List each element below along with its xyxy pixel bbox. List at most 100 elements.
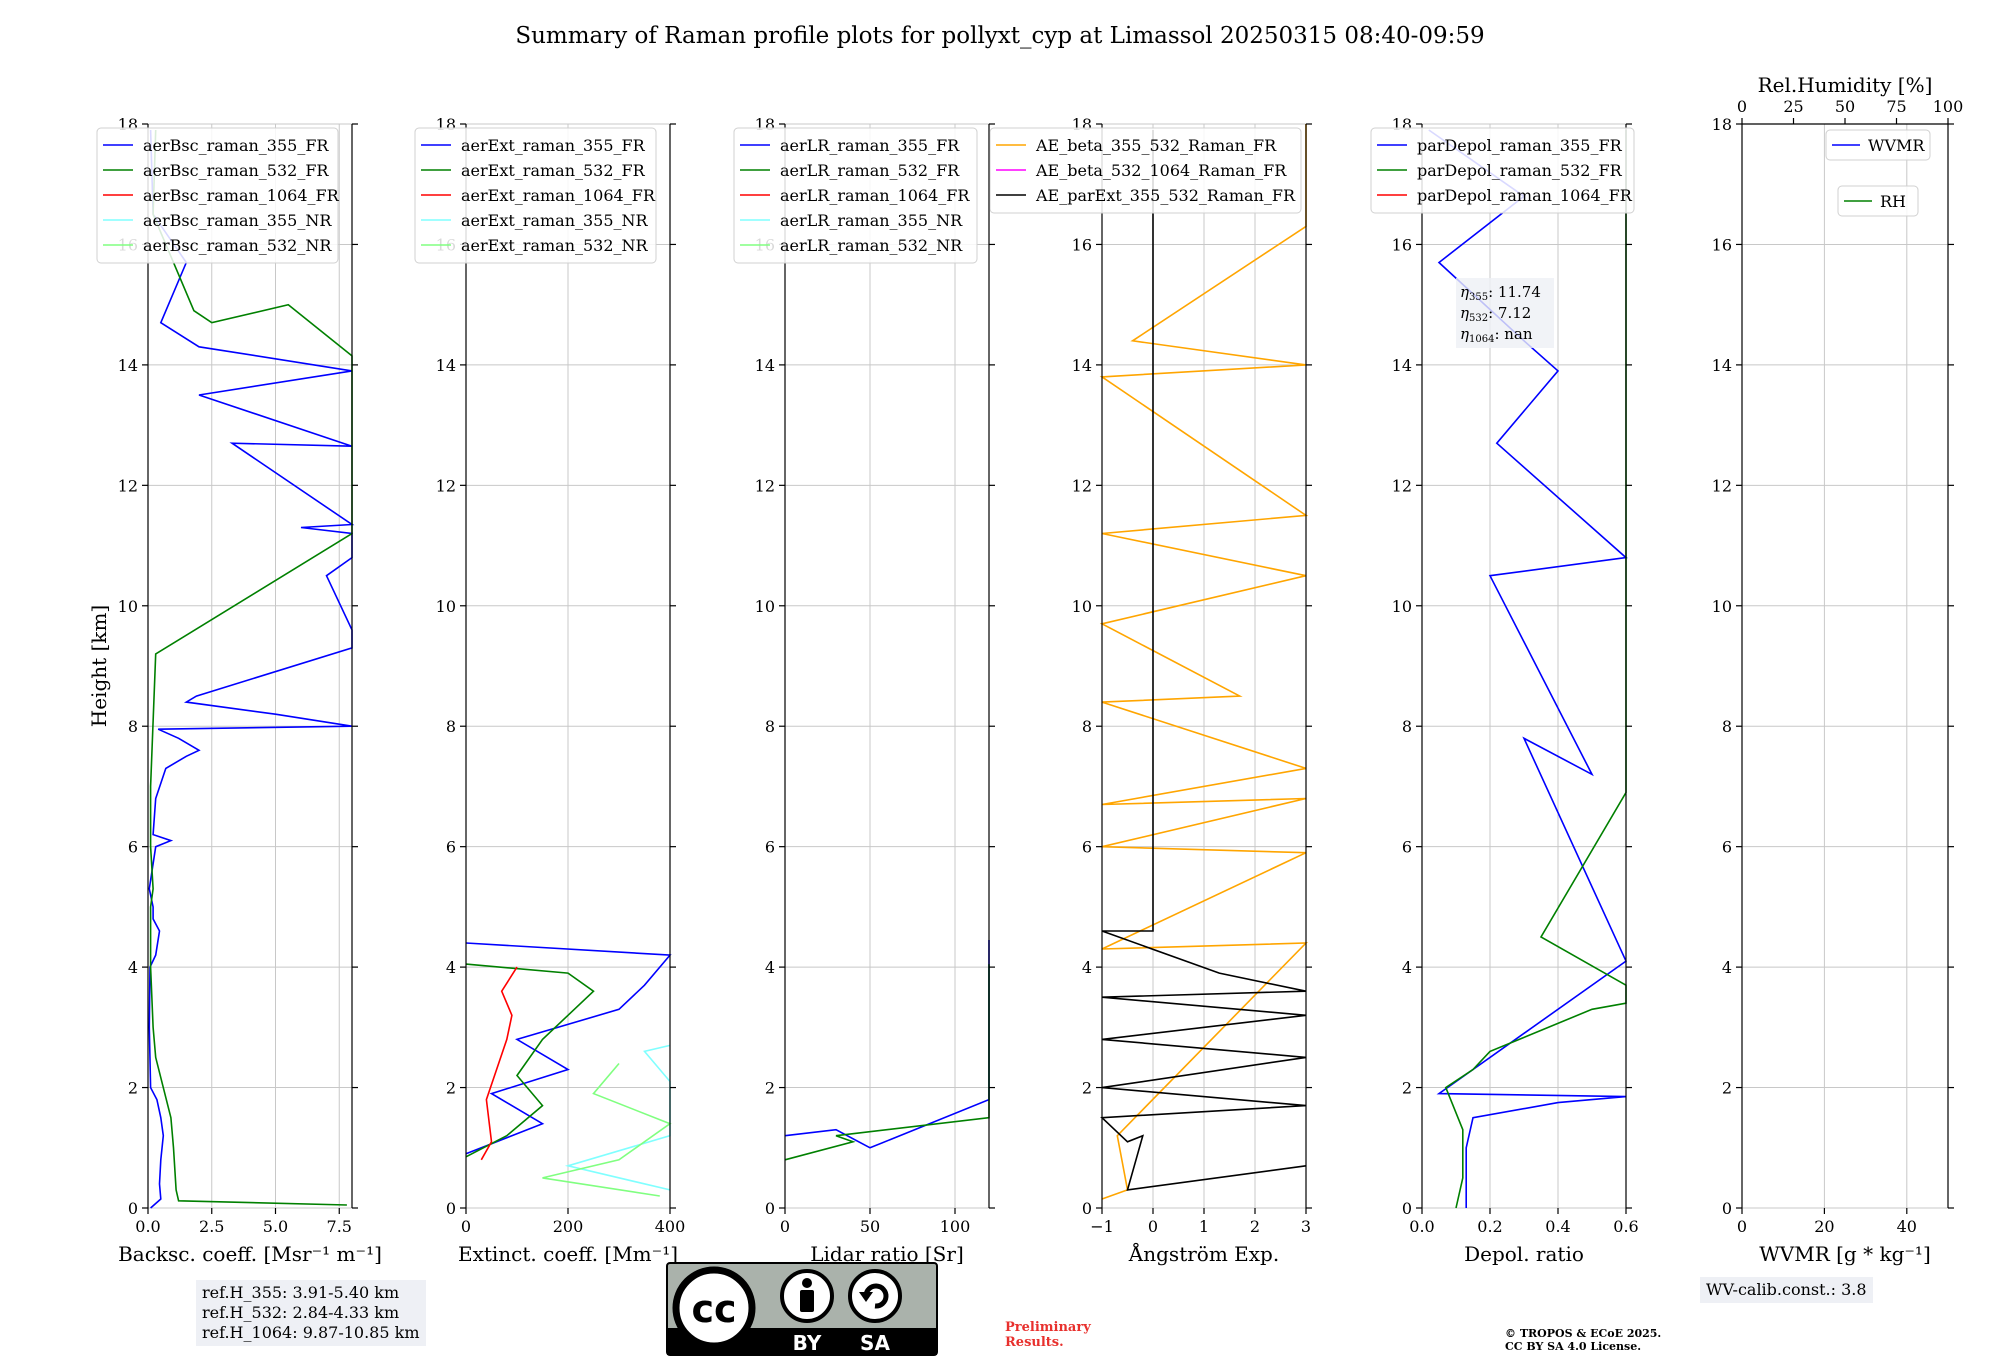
bsc-ytick-label-3: 6 [128,838,138,857]
ext-ytick-label-0: 0 [446,1199,456,1218]
wv-xtick-label-1: 20 [1814,1217,1834,1236]
lr-legend: aerLR_raman_355_FR aerLR_raman_532_FR aerL… [733,127,978,264]
wv-ytick-label-5: 10 [1712,597,1732,616]
lr-ytick-label-5: 10 [755,597,775,616]
ext-series-aerExt_raman_355_FR [465,942,672,1155]
ext-series-aerExt_raman_532_FR [465,963,595,1158]
depol-legend-label-1: parDepol_raman_532_FR [1417,161,1623,180]
ae-xtick-label-4: 3 [1301,1217,1311,1236]
ext-xtick-label-1: 200 [553,1217,584,1236]
ae-ytick-label-3: 6 [1082,838,1092,857]
lr-series-aerLR_raman_532_FR [784,964,990,1161]
depol-ytick-label-8: 16 [1392,235,1412,254]
ae-ytick-label-4: 8 [1082,717,1092,736]
ae-xtick-label-2: 1 [1199,1217,1209,1236]
ext-ytick-label-4: 8 [446,717,456,736]
depol-xtick-label-0: 0.0 [1409,1217,1434,1236]
depol-legend-label-2: parDepol_raman_1064_FR [1417,186,1633,205]
depol-legend-box [1370,127,1635,214]
ext-ytick-label-3: 6 [446,838,456,857]
lr-ytick-label-3: 6 [765,838,775,857]
bsc-ylabel: Height [km] [87,605,111,727]
ref-height-355: ref.H_355: 3.91-5.40 km [202,1283,400,1302]
wv-top-tick-label-1: 25 [1783,97,1803,116]
depol-xtick-label-1: 0.2 [1477,1217,1502,1236]
lr-legend-label-4: aerLR_raman_532_NR [780,236,963,255]
ae-legend-label-2: AE_parExt_355_532_Raman_FR [1035,186,1296,205]
lr-ytick-label-2: 4 [765,958,775,977]
bsc-legend-label-3: aerBsc_raman_355_NR [143,211,332,230]
wv-ytick-label-0: 0 [1722,1199,1732,1218]
ext-legend-label-3: aerExt_raman_355_NR [461,211,649,230]
cc-by-sa-license-badge: cc BY SA [666,1262,938,1356]
preliminary-results-note: Preliminary Results. [1005,1320,1091,1350]
wv-xlabel: WVMR [g * kg⁻¹] [1759,1242,1931,1266]
ae-legend-box [989,127,1302,214]
lr-legend-label-1: aerLR_raman_532_FR [780,161,960,180]
wv-top-tick-label-2: 50 [1835,97,1855,116]
cc-logo-text: cc [691,1287,736,1331]
wv-top-tick-label-4: 100 [1933,97,1964,116]
wv-ytick-label-6: 12 [1712,476,1732,495]
ext-ytick-label-7: 14 [436,356,456,375]
ext-ytick-label-5: 10 [436,597,456,616]
ae-xlabel: Ångström Exp. [1128,1241,1279,1266]
ext-ytick-label-1: 2 [446,1079,456,1098]
copyright-line-2: CC BY SA 4.0 License. [1505,1340,1642,1353]
ae-ytick-label-8: 16 [1072,235,1092,254]
ext-ytick-label-6: 12 [436,476,456,495]
wv-ytick-label-1: 2 [1722,1079,1732,1098]
ae-ytick-label-7: 14 [1072,356,1092,375]
ref-height-1064: ref.H_1064: 9.87-10.85 km [202,1323,420,1342]
preliminary-line-2: Results. [1005,1335,1064,1350]
sa-arrow-arc [863,1283,889,1309]
panel-lr: 024681012141618050100Lidar ratio [Sr]aer… [733,115,995,1266]
depol-ytick-label-7: 14 [1392,356,1412,375]
reference-heights-box: ref.H_355: 3.91-5.40 km ref.H_532: 2.84-… [196,1280,426,1346]
bsc-ytick-label-7: 14 [118,356,138,375]
ext-xlabel: Extinct. coeff. [Mm⁻¹] [458,1242,678,1266]
lr-xtick-label-0: 0 [780,1217,790,1236]
depol-ytick-label-1: 2 [1402,1079,1412,1098]
wv-legend: WVMR RH [1825,129,1931,217]
ae-ytick-label-2: 4 [1082,958,1092,977]
ae-ytick-label-0: 0 [1082,1199,1092,1218]
lr-ytick-label-0: 0 [765,1199,775,1218]
bsc-series-aerBsc_raman_532_FR [149,129,353,1206]
depol-ytick-label-2: 4 [1402,958,1412,977]
wv-ytick-label-4: 8 [1722,717,1732,736]
bsc-ytick-label-2: 4 [128,958,138,977]
depol-ytick-label-3: 6 [1402,838,1412,857]
bsc-xlabel: Backsc. coeff. [Msr⁻¹ m⁻¹] [118,1242,382,1266]
wv-top-axis-label: Rel.Humidity [%] [1758,73,1933,97]
lr-xtick-label-2: 100 [940,1217,971,1236]
ae-ytick-label-5: 10 [1072,597,1092,616]
ae-legend-label-1: AE_beta_532_1064_Raman_FR [1035,161,1287,180]
wv-xtick-label-2: 40 [1897,1217,1917,1236]
ext-xtick-label-0: 0 [461,1217,471,1236]
ext-legend: aerExt_raman_355_FR aerExt_raman_532_FRae… [414,127,657,264]
ref-height-532: ref.H_532: 2.84-4.33 km [202,1303,400,1322]
ext-legend-box [414,127,657,264]
lr-legend-box [733,127,978,264]
ae-xtick-label-0: −1 [1090,1217,1114,1236]
bsc-legend-box [96,127,339,264]
ext-legend-label-0: aerExt_raman_355_FR [461,136,646,155]
ext-ytick-label-2: 4 [446,958,456,977]
bsc-series-aerBsc_raman_355_FR [148,129,355,1209]
depol-ytick-label-4: 8 [1402,717,1412,736]
depol-legend-label-0: parDepol_raman_355_FR [1417,136,1623,155]
copyright-note: © TROPOS & ECoE 2025. CC BY SA 4.0 Licen… [1505,1327,1661,1353]
depol-eta-background [1456,278,1554,348]
depol-ytick-label-0: 0 [1402,1199,1412,1218]
lr-legend-label-3: aerLR_raman_355_NR [780,211,963,230]
depol-eta-label-1064: η1064: nan [1460,325,1533,345]
ext-legend-label-2: aerExt_raman_1064_FR [461,186,656,205]
ae-ytick-label-1: 2 [1082,1079,1092,1098]
